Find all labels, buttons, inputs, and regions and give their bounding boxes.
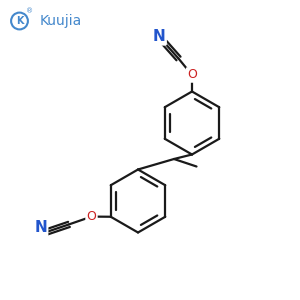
Text: O: O (187, 68, 197, 82)
Text: N: N (34, 220, 47, 236)
Text: O: O (87, 210, 96, 223)
Text: N: N (153, 29, 165, 44)
Text: K: K (16, 16, 23, 26)
Text: ®: ® (26, 8, 33, 14)
Text: Kuujia: Kuujia (40, 14, 82, 28)
